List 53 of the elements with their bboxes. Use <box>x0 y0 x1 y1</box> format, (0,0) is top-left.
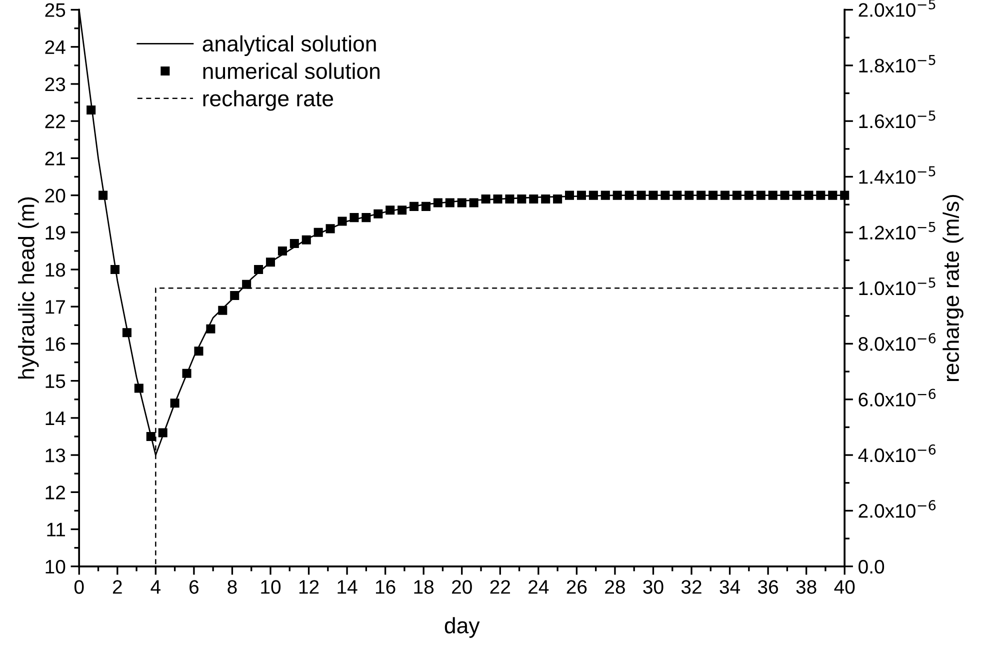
y-tick-label: 11 <box>47 522 65 536</box>
y2-tick-label: 1.6x10$^{−5}$ <box>859 110 936 128</box>
x-tick-label: 10 <box>261 580 281 594</box>
x-tick-label: 38 <box>796 580 816 594</box>
y2-tick-label: 1.0x10$^{−5}$ <box>859 278 936 296</box>
x-tick-label: 36 <box>758 580 778 594</box>
legend-label: recharge rate <box>203 90 334 111</box>
y-tick-label: 16 <box>46 337 66 351</box>
x-tick-label: 34 <box>720 580 740 594</box>
x-tick-label: 16 <box>376 580 396 594</box>
y2-tick-label: 4.0x10$^{−6}$ <box>858 444 936 462</box>
y-tick-label: 14 <box>46 412 66 425</box>
x-tick-label: 20 <box>452 580 472 594</box>
y2-tick-label: 2.0x10$^{−6}$ <box>858 500 936 518</box>
y-tick-label: 23 <box>45 77 66 92</box>
y2-axis-title: recharge rate (m/s) <box>942 194 964 382</box>
x-tick-label: 32 <box>681 580 702 594</box>
x-tick-label: 0 <box>74 580 84 594</box>
y2-tick-label: 8.0x10$^{−6}$ <box>858 333 936 351</box>
x-tick-label: 8 <box>228 580 237 594</box>
y-axis-title: hydraulic head (m) <box>18 197 39 379</box>
x-tick-label: 26 <box>566 580 587 594</box>
y-tick-label: 20 <box>45 188 66 203</box>
x-tick-label: 2 <box>112 580 122 594</box>
x-tick-label: 4 <box>150 580 161 594</box>
x-tick-label: 30 <box>643 580 664 594</box>
legend-label: analytical solution <box>202 35 376 56</box>
x-axis-title: day <box>444 617 480 638</box>
y-tick-label: 12 <box>46 486 65 500</box>
y2-tick-label: 1.2x10$^{−5}$ <box>859 222 936 240</box>
y2-tick-label: 6.0x10$^{−6}$ <box>858 388 936 406</box>
x-tick-label: 22 <box>490 580 510 594</box>
x-tick-label: 40 <box>834 580 855 594</box>
y-tick-label: 25 <box>45 3 66 17</box>
y-tick-label: 19 <box>46 226 66 240</box>
y2-tick-label: 1.4x10$^{−5}$ <box>859 166 936 184</box>
y-tick-label: 17 <box>46 300 65 314</box>
y-tick-label: 18 <box>46 262 66 277</box>
y-tick-label: 10 <box>46 560 66 574</box>
x-tick-label: 28 <box>605 580 625 594</box>
x-tick-label: 6 <box>190 580 198 594</box>
y-tick-label: 24 <box>45 40 66 54</box>
y-tick-label: 21 <box>45 152 65 166</box>
y2-tick-label: 0.0 <box>858 560 884 574</box>
x-tick-label: 12 <box>299 580 319 594</box>
y-tick-label: 22 <box>45 114 65 128</box>
y-tick-label: 13 <box>46 448 66 462</box>
y-tick-label: 15 <box>46 374 66 388</box>
y2-tick-label: 1.8x10$^{−5}$ <box>859 54 936 73</box>
x-tick-label: 18 <box>414 580 434 594</box>
x-tick-label: 14 <box>338 580 358 594</box>
legend-label: numerical solution <box>203 62 380 80</box>
x-tick-label: 24 <box>528 580 549 594</box>
